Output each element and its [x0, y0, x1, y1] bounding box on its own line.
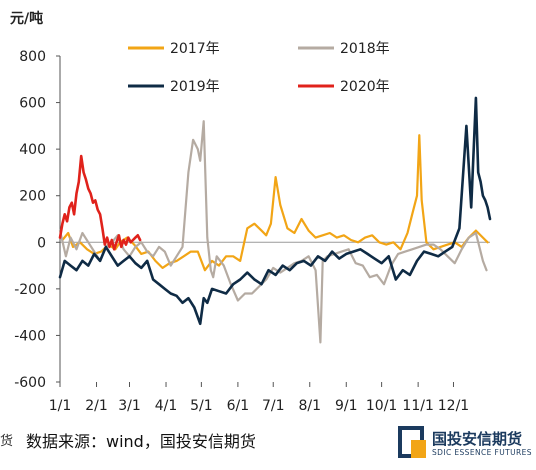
y-axis-unit-label: 元/吨: [10, 11, 44, 27]
legend-item: 2020年: [298, 79, 390, 95]
x-tick-label: 1/1: [49, 398, 72, 414]
y-tick-label: 0: [37, 235, 46, 251]
legend-item: 2019年: [128, 79, 220, 95]
logo-icon: [398, 426, 426, 458]
y-axis: 800 600 400 200 0 -200 -400 -600: [14, 49, 61, 391]
series-line-2018年: [58, 120, 488, 344]
data-source-text: 数据来源：wind，国投安信期货: [26, 432, 256, 451]
y-tick-label: 600: [19, 96, 46, 112]
series-line-2020年: [58, 154, 142, 251]
y-tick-label: 400: [19, 142, 46, 158]
x-tick-label: 12/1: [438, 398, 469, 414]
logo-english-name: SDIC ESSENCE FUTURES: [432, 448, 532, 457]
x-tick-label: 4/1: [155, 398, 178, 414]
legend-label: 2017年: [170, 41, 220, 57]
legend-item: 2018年: [298, 41, 390, 57]
legend: 2017年 2018年 2019年 2020年: [128, 41, 390, 95]
x-tick-label: 9/1: [335, 398, 358, 414]
company-logo: 国投安信期货 SDIC ESSENCE FUTURES: [398, 426, 536, 466]
y-tick-label: -400: [14, 328, 46, 344]
x-tick-label: 7/1: [262, 398, 285, 414]
series-line-2019年: [58, 96, 492, 326]
series-line-2017年: [61, 134, 489, 272]
y-tick-label: 200: [19, 189, 46, 205]
line-chart: 800 600 400 200 0 -200 -400 -600 1/1 2/1 3/1 4/1 5/…: [14, 41, 492, 414]
legend-label: 2019年: [170, 79, 220, 95]
x-tick-label: 11/1: [402, 398, 433, 414]
left-edge-text: 货: [0, 434, 14, 449]
x-tick-label: 10/1: [366, 398, 397, 414]
x-tick-label: 5/1: [190, 398, 213, 414]
legend-item: 2017年: [128, 41, 220, 57]
x-tick-label: 6/1: [227, 398, 250, 414]
series-lines: [58, 96, 492, 344]
logo-chinese-name: 国投安信期货: [432, 430, 523, 448]
legend-label: 2020年: [340, 79, 390, 95]
x-tick-label: 3/1: [118, 398, 141, 414]
y-tick-label: -200: [14, 282, 46, 298]
x-axis: 1/1 2/1 3/1 4/1 5/1 6/1 7/1 8/1 9/1 10/1 11/1 12/1: [49, 382, 469, 414]
x-tick-label: 8/1: [298, 398, 321, 414]
footer: 货 数据来源：wind，国投安信期货 国投安信期货 SDIC ESSENCE F…: [0, 426, 536, 466]
y-tick-label: -600: [14, 375, 46, 391]
legend-label: 2018年: [340, 41, 390, 57]
x-tick-label: 2/1: [85, 398, 108, 414]
y-tick-label: 800: [19, 49, 46, 65]
